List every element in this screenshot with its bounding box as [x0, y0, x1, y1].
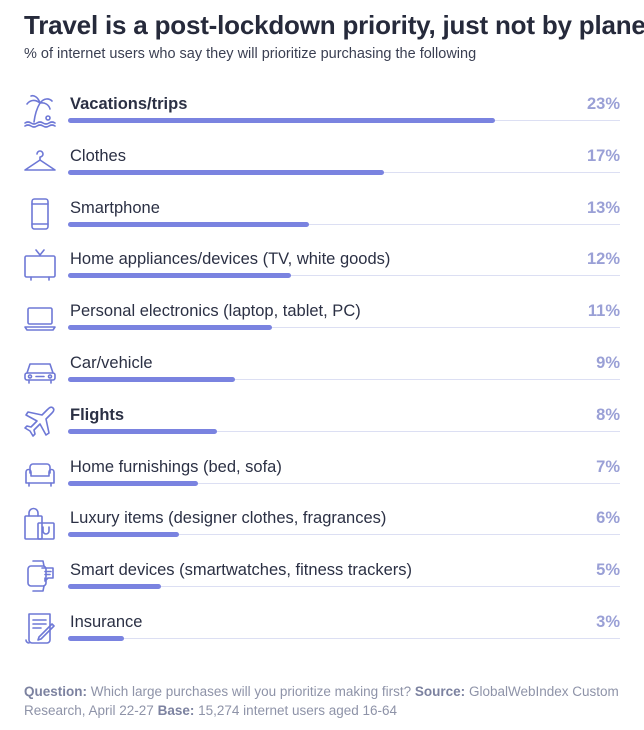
smartwatch-icon — [22, 558, 58, 594]
category-label: Luxury items (designer clothes, fragranc… — [70, 509, 387, 528]
document-icon — [22, 610, 58, 646]
category-label: Clothes — [70, 146, 126, 165]
bar-track — [68, 482, 620, 484]
value-label: 7% — [596, 457, 620, 476]
bar-track — [68, 223, 620, 225]
category-label: Car/vehicle — [70, 354, 153, 372]
bar-row: Flights 8% — [0, 397, 644, 449]
bar-row: Home appliances/devices (TV, white goods… — [0, 241, 644, 293]
bar-track — [68, 379, 620, 380]
bar-track — [68, 430, 620, 432]
bar — [68, 377, 236, 382]
bar — [68, 169, 384, 175]
category-label: Flights — [70, 405, 125, 424]
value-label: 6% — [596, 509, 620, 528]
palm-tree-icon — [22, 92, 58, 128]
category-label: Smartphone — [70, 198, 160, 217]
tv-icon — [22, 247, 58, 283]
category-label: Home appliances/devices (TV, white goods… — [70, 250, 391, 269]
bar-row: Personal electronics (laptop, tablet, PC… — [0, 293, 644, 345]
bar-track — [68, 586, 620, 588]
base-text: 15,274 internet users aged 16-64 — [198, 703, 398, 718]
source-label: Source: — [414, 684, 466, 699]
bar — [68, 584, 161, 590]
bar-row: Smartphone 13% — [0, 190, 644, 242]
car-icon — [22, 351, 58, 387]
value-label: 5% — [596, 561, 620, 580]
bar — [68, 636, 124, 641]
category-label: Smart devices (smartwatches, fitness tra… — [70, 561, 413, 580]
footnote: Question: Which large purchases will you… — [24, 682, 624, 720]
bar-track — [68, 534, 620, 536]
bar-row: Insurance 3% — [0, 604, 644, 656]
category-label: Home furnishings (bed, sofa) — [70, 457, 282, 476]
shopping-bag-icon — [22, 506, 58, 542]
bar-row: Vacations/trips 23% — [0, 86, 644, 138]
value-label: 9% — [596, 354, 620, 372]
bar — [68, 532, 180, 538]
bar — [68, 428, 217, 434]
category-label: Personal electronics (laptop, tablet, PC… — [70, 302, 361, 321]
bar-row: Clothes 17% — [0, 138, 644, 190]
source-text: GlobalWebIndex Custom Research, April 22… — [24, 684, 619, 718]
bar — [68, 273, 291, 279]
category-label: Insurance — [70, 613, 143, 631]
base-label: Base: — [157, 703, 195, 718]
value-label: 11% — [587, 302, 620, 321]
plane-icon — [22, 403, 58, 439]
bar-row: Home furnishings (bed, sofa) 7% — [0, 449, 644, 501]
value-label: 8% — [596, 405, 620, 424]
bar — [68, 480, 198, 486]
sofa-icon — [22, 455, 58, 491]
bar-row: Smart devices (smartwatches, fitness tra… — [0, 552, 644, 604]
smartphone-icon — [22, 196, 58, 232]
value-label: 3% — [596, 613, 620, 631]
value-label: 12% — [586, 250, 620, 269]
bar-track — [68, 327, 620, 329]
bar-track — [68, 275, 620, 277]
bar — [68, 325, 273, 331]
bar-row: Car/vehicle 9% — [0, 345, 644, 397]
value-label: 13% — [586, 198, 620, 217]
bar-track — [68, 638, 620, 639]
bar-row: Luxury items (designer clothes, fragranc… — [0, 500, 644, 552]
chart-title: Travel is a post-lockdown priority, just… — [24, 10, 644, 40]
bar — [68, 221, 310, 227]
question-text: Which large purchases will you prioritiz… — [90, 684, 412, 699]
chart-subtitle: % of internet users who say they will pr… — [24, 46, 477, 62]
question-label: Question: — [24, 684, 87, 699]
bar — [68, 118, 495, 123]
hanger-icon — [22, 144, 58, 180]
value-label: 17% — [586, 146, 620, 165]
laptop-icon — [22, 299, 58, 335]
value-label: 23% — [586, 95, 620, 113]
category-label: Vacations/trips — [70, 95, 188, 113]
